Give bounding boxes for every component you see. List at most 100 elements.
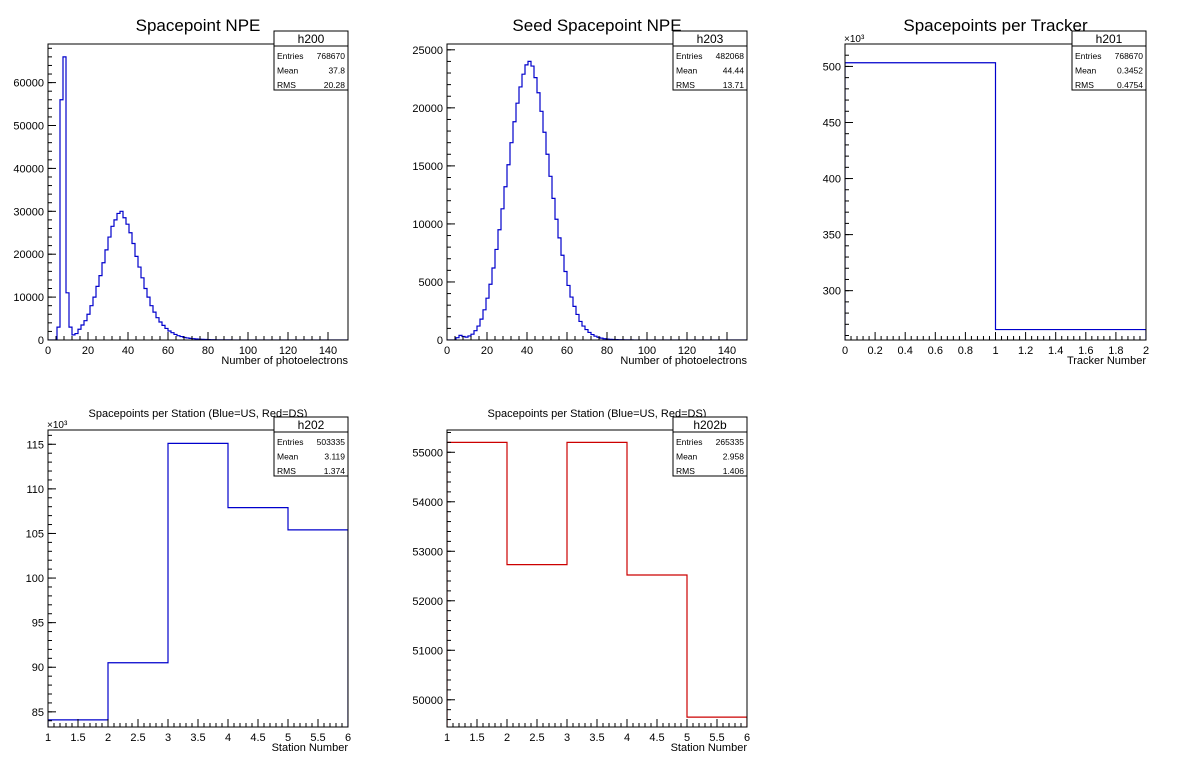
stats-key: Entries xyxy=(676,51,702,61)
histogram-panel-1: Seed Spacepoint NPE 0 20 40 60 80 100 120 140Num… xyxy=(412,16,748,367)
plot-title: Spacepoints per Station (Blue=US, Red=DS… xyxy=(89,408,308,420)
x-tick-label: 3 xyxy=(564,732,570,744)
x-tick-label: 6 xyxy=(345,732,351,744)
x-tick-label: 3.5 xyxy=(589,732,604,744)
x-tick-label: 1 xyxy=(992,345,998,357)
stats-key: Mean xyxy=(676,66,698,76)
x-tick-label: 140 xyxy=(718,345,736,357)
x-tick-label: 60 xyxy=(561,345,573,357)
y-tick-label: 25000 xyxy=(412,45,443,57)
x-tick-label: 1.5 xyxy=(70,732,85,744)
x-tick-label: 3 xyxy=(165,732,171,744)
histogram-line xyxy=(48,56,348,340)
y-tick-label: 100 xyxy=(26,573,44,585)
stats-value: 265335 xyxy=(716,437,745,447)
stats-key: Entries xyxy=(676,437,702,447)
x-tick-label: 100 xyxy=(239,345,257,357)
x-tick-label: 120 xyxy=(678,345,696,357)
y-tick-label: 20000 xyxy=(13,249,44,261)
stats-key: Entries xyxy=(277,437,303,447)
x-tick-label: 1.8 xyxy=(1108,345,1123,357)
stats-key: Mean xyxy=(676,452,698,462)
x-tick-label: 0 xyxy=(842,345,848,357)
histogram-line xyxy=(447,441,747,727)
y-tick-label: 5000 xyxy=(419,277,443,289)
y-tick-label: 90 xyxy=(32,662,44,674)
y-tick-label: 85 xyxy=(32,707,44,719)
x-tick-label: 60 xyxy=(162,345,174,357)
stats-value: 768670 xyxy=(1115,51,1144,61)
stats-key: Mean xyxy=(277,452,299,462)
y-tick-label: 300 xyxy=(823,286,841,298)
x-tick-label: 4 xyxy=(624,732,630,744)
stats-value: 0.3452 xyxy=(1117,66,1143,76)
x-tick-label: 0.4 xyxy=(898,345,913,357)
y-tick-label: 20000 xyxy=(412,103,443,115)
stats-value: 37.8 xyxy=(328,66,345,76)
y-tick-label: 10000 xyxy=(13,292,44,304)
stats-key: RMS xyxy=(1075,80,1094,90)
x-tick-label: 1 xyxy=(444,732,450,744)
y-tick-label: 450 xyxy=(823,117,841,129)
stats-key: Entries xyxy=(277,51,303,61)
x-tick-label: 80 xyxy=(202,345,214,357)
stats-name: h200 xyxy=(298,32,325,46)
stats-value: 1.374 xyxy=(324,466,346,476)
stats-value: 13.71 xyxy=(723,80,745,90)
x-tick-label: 0 xyxy=(444,345,450,357)
histogram-line xyxy=(845,62,1146,340)
stats-value: 2.958 xyxy=(723,452,745,462)
y-tick-label: 95 xyxy=(32,618,44,630)
stats-name: h203 xyxy=(697,32,724,46)
plot-title: Spacepoints per Station (Blue=US, Red=DS… xyxy=(488,408,707,420)
stats-name: h202 xyxy=(298,418,325,432)
stats-value: 482068 xyxy=(716,51,745,61)
histogram-panel-4: Spacepoints per Station (Blue=US, Red=DS… xyxy=(412,408,750,754)
stats-key: RMS xyxy=(277,80,296,90)
x-axis-label: Station Number xyxy=(272,742,349,754)
x-tick-label: 5 xyxy=(285,732,291,744)
plot-frame xyxy=(446,43,748,341)
stats-value: 44.44 xyxy=(723,66,745,76)
y-tick-label: 400 xyxy=(823,174,841,186)
x-tick-label: 140 xyxy=(319,345,337,357)
x-tick-label: 2 xyxy=(1143,345,1149,357)
stats-key: Mean xyxy=(1075,66,1097,76)
x-tick-label: 20 xyxy=(82,345,94,357)
stats-box xyxy=(273,416,349,477)
x-tick-label: 0.8 xyxy=(958,345,973,357)
stats-box xyxy=(672,416,748,477)
y-exponent-label: ×10³ xyxy=(47,420,68,431)
x-axis-label: Number of photoelectrons xyxy=(221,355,348,367)
y-tick-label: 350 xyxy=(823,230,841,242)
x-tick-label: 80 xyxy=(601,345,613,357)
stats-name: h202b xyxy=(693,418,727,432)
stats-key: RMS xyxy=(277,466,296,476)
x-tick-label: 100 xyxy=(638,345,656,357)
x-tick-label: 2 xyxy=(504,732,510,744)
stats-name: h201 xyxy=(1096,32,1123,46)
y-tick-label: 110 xyxy=(26,484,44,496)
x-tick-label: 1.4 xyxy=(1048,345,1063,357)
x-tick-label: 5.5 xyxy=(709,732,724,744)
stats-value: 503335 xyxy=(317,437,346,447)
histogram-panel-2: Spacepoints per Tracker 0 0.2 0.4 0.6 0.8 1 1.2… xyxy=(823,16,1149,367)
y-tick-label: 54000 xyxy=(412,497,443,509)
stats-value: 1.406 xyxy=(723,466,745,476)
x-axis-label: Number of photoelectrons xyxy=(620,355,747,367)
x-tick-label: 4.5 xyxy=(649,732,664,744)
x-tick-label: 40 xyxy=(521,345,533,357)
x-tick-label: 5.5 xyxy=(310,732,325,744)
histogram-panel-3: Spacepoints per Station (Blue=US, Red=DS… xyxy=(26,408,351,754)
x-tick-label: 4 xyxy=(225,732,231,744)
y-tick-label: 55000 xyxy=(412,447,443,459)
stats-key: RMS xyxy=(676,80,695,90)
x-tick-label: 1.6 xyxy=(1078,345,1093,357)
stats-key: Entries xyxy=(1075,51,1101,61)
x-tick-label: 5 xyxy=(684,732,690,744)
x-tick-label: 2.5 xyxy=(529,732,544,744)
stats-box xyxy=(1071,30,1147,91)
y-tick-label: 60000 xyxy=(13,78,44,90)
histogram-line xyxy=(447,60,747,340)
